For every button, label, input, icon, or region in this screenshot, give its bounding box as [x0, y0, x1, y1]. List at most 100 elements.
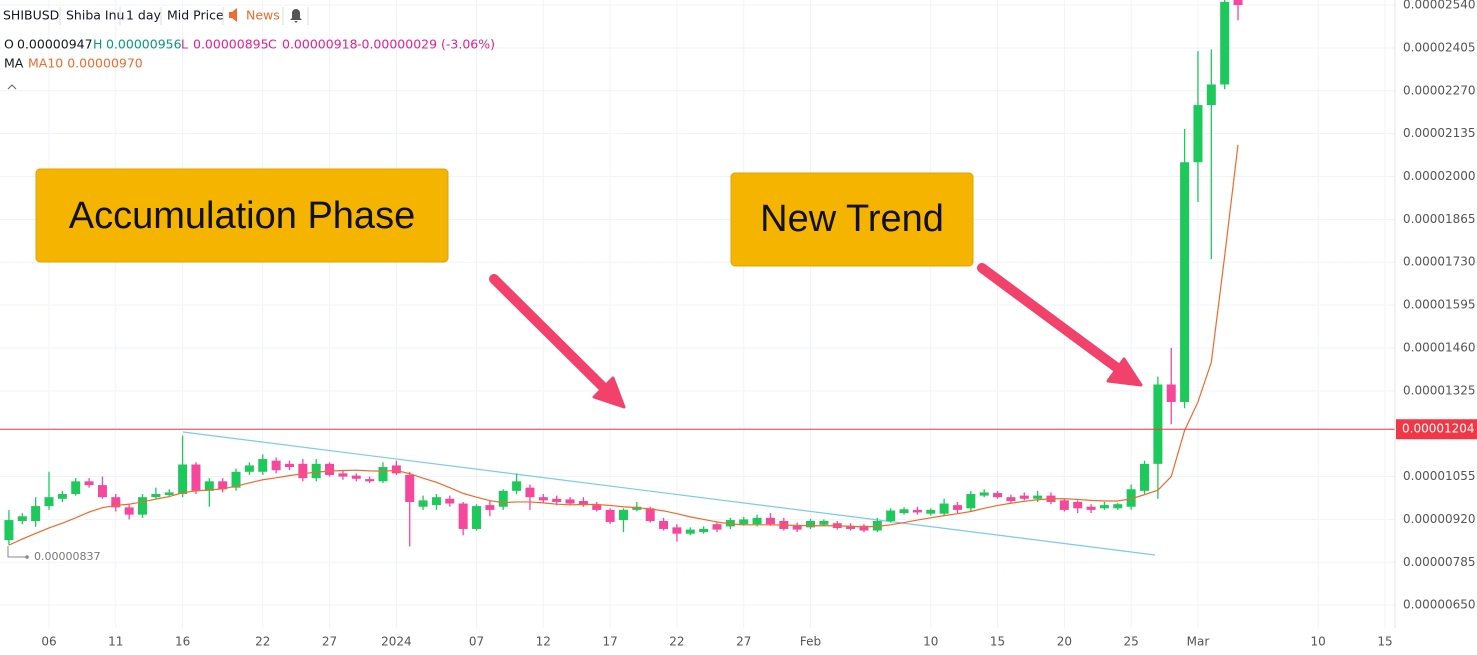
candle-body [1113, 504, 1123, 509]
news-icon [229, 8, 237, 22]
high-value: 0.00000956 [106, 37, 182, 52]
x-tick-label: Mar [1187, 635, 1210, 649]
alert-icon[interactable] [290, 9, 302, 23]
candle-body [418, 500, 428, 507]
x-tick-label: 11 [108, 635, 123, 649]
candle-body [472, 506, 482, 529]
collapse-icon[interactable] [7, 84, 17, 90]
candle-body [44, 497, 54, 507]
candle-body [1099, 505, 1109, 509]
candle-body [231, 471, 241, 488]
x-tick-label: 10 [923, 635, 938, 649]
candle-body [952, 505, 962, 510]
symbol-name: Shiba Inu [66, 8, 124, 23]
x-tick-label: 17 [602, 635, 617, 649]
arrow-shaft [489, 274, 611, 395]
candle-body [1180, 162, 1190, 402]
low-marker-dot [25, 555, 29, 559]
candle-body [966, 494, 976, 509]
candle-body [1233, 0, 1243, 6]
last-price-badge [1396, 419, 1477, 440]
candle-body [97, 485, 107, 498]
candle-body [1059, 500, 1069, 510]
candle-body [111, 497, 121, 508]
candle-body [1220, 1, 1230, 85]
candle-body [138, 497, 148, 515]
candle-body [325, 463, 335, 475]
callout-box [730, 172, 974, 267]
price-source[interactable]: Mid Price [167, 8, 224, 23]
x-tick-label: 06 [41, 635, 56, 649]
open-label: O [4, 37, 14, 52]
candle-body [191, 464, 201, 491]
news-button[interactable]: News [246, 8, 280, 23]
candle-body [338, 473, 348, 477]
candle-body [699, 528, 709, 533]
close-value: 0.00000918 [282, 37, 358, 52]
x-tick-label: 16 [175, 635, 190, 649]
candle-body [458, 503, 468, 529]
moving-average [8, 144, 1239, 546]
candle-body [926, 509, 936, 514]
y-tick-label: 0.00002270 [1403, 83, 1476, 97]
candle-body [71, 481, 81, 495]
symbol[interactable]: SHIBUSD [3, 8, 59, 23]
candle-body [846, 525, 856, 529]
candle-body [218, 481, 228, 490]
candle-body [178, 464, 188, 495]
candle-body [151, 494, 161, 498]
y-tick-label: 0.00001730 [1403, 255, 1476, 269]
arrow-shaft [977, 263, 1125, 375]
x-tick-label: Feb [800, 635, 821, 649]
y-tick-label: 0.00002405 [1403, 40, 1476, 54]
candle-body [592, 505, 602, 510]
interval[interactable]: 1 day [126, 8, 162, 23]
candle-body [819, 521, 829, 525]
trend-line [182, 431, 1156, 556]
x-tick-label: 15 [990, 635, 1005, 649]
callout: New Trend [730, 172, 974, 267]
candle-body [271, 460, 281, 471]
x-tick-label: 12 [536, 635, 551, 649]
change: -0.00000029 (-3.06%) [357, 37, 495, 52]
low-value: 0.00000895 [193, 37, 269, 52]
y-tick-label: 0.00002540 [1403, 0, 1476, 12]
candle-body [204, 481, 214, 491]
arrows [489, 263, 1143, 409]
candle-body [685, 529, 695, 534]
candle-body [298, 463, 308, 479]
candle-body [311, 463, 321, 479]
x-tick-label: 15 [1377, 635, 1392, 649]
candle-body [538, 497, 548, 501]
candle-body [498, 490, 508, 507]
arrow-head [592, 376, 626, 409]
x-tick-label: 27 [736, 635, 751, 649]
x-tick-label: 20 [1057, 635, 1072, 649]
candle-body [1140, 463, 1150, 491]
candle-body [859, 525, 869, 531]
candle-body [645, 508, 655, 522]
candle-body [351, 475, 361, 479]
plot-area [0, 0, 1395, 547]
x-tick-label: 25 [1124, 635, 1139, 649]
candle-body [979, 492, 989, 496]
candle-body [405, 474, 415, 502]
candle-body [792, 525, 802, 530]
y-tick-label: 0.00001595 [1403, 298, 1476, 312]
candle-body [739, 519, 749, 525]
candle-body [164, 492, 174, 495]
x-tick-label: 22 [255, 635, 270, 649]
candle-body [365, 479, 375, 482]
candle-body [1073, 501, 1083, 509]
x-tick-label: 22 [669, 635, 684, 649]
y-tick-label: 0.00001460 [1403, 340, 1476, 354]
candle-body [1086, 506, 1096, 510]
candle-body [84, 481, 94, 486]
y-tick-label: 0.00002135 [1403, 126, 1476, 140]
y-tick-label: 0.00002000 [1403, 169, 1476, 183]
candle-body [378, 467, 388, 482]
candle-body [712, 524, 722, 530]
high-label: H [93, 37, 102, 52]
candle-body [565, 499, 575, 504]
